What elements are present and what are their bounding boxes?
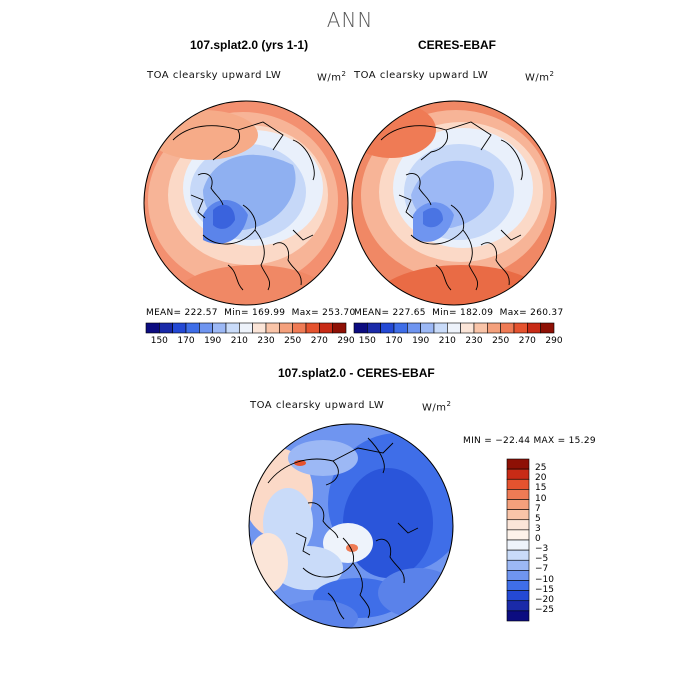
colorbar-difference-tick-label: −10 <box>535 574 554 585</box>
colorbar-difference-tick-label: −15 <box>535 584 554 595</box>
colorbar-obs <box>353 322 555 334</box>
colorbar-difference-swatch <box>506 499 530 510</box>
colorbar-obs-swatch <box>527 322 541 334</box>
colorbar-obs-swatch <box>487 322 501 334</box>
colorbar-model-tick-label: 170 <box>177 336 195 346</box>
colorbar-difference-swatch <box>506 600 530 612</box>
colorbar-model-swatch <box>225 322 240 334</box>
colorbar-model-swatch <box>292 322 307 334</box>
colorbar-model-tick-label: 290 <box>337 336 355 346</box>
colorbar-difference-swatch <box>506 570 530 581</box>
panel-1-units: W/m2 <box>317 70 347 84</box>
colorbar-difference-swatch <box>506 610 530 622</box>
diff-stats: MIN = −22.44 MAX = 15.29 <box>463 436 596 446</box>
colorbar-model <box>145 322 347 334</box>
colorbar-obs-swatch <box>420 322 435 334</box>
colorbar-obs-swatch <box>433 322 448 334</box>
colorbar-difference-tick-label: 7 <box>535 503 541 514</box>
figure-title: ANN <box>326 8 374 32</box>
colorbar-difference-tick-label: −20 <box>535 594 554 605</box>
panel-1-stats: MEAN= 222.57 Min= 169.99 Max= 253.70 <box>146 308 356 318</box>
colorbar-model-swatch <box>332 322 347 334</box>
panel-1-title: 107.splat2.0 (yrs 1-1) <box>190 38 309 52</box>
panel-2-title: CERES-EBAF <box>418 38 497 52</box>
colorbar-obs-swatch <box>500 322 515 334</box>
colorbar-obs-swatch <box>367 322 381 334</box>
colorbar-difference-swatch <box>506 590 530 602</box>
colorbar-model-tick-label: 150 <box>150 336 168 346</box>
polar-map-obs <box>351 100 557 306</box>
polar-map-model <box>143 100 349 306</box>
colorbar-difference-swatch <box>506 519 530 531</box>
colorbar-difference-tick-label: 10 <box>535 493 547 504</box>
colorbar-difference-tick-label: 5 <box>535 513 541 524</box>
colorbar-obs-tick-label: 150 <box>358 336 376 346</box>
colorbar-model-tick-label: 230 <box>257 336 275 346</box>
colorbar-difference-swatch <box>506 580 530 591</box>
colorbar-difference-tick-label: −25 <box>535 604 554 615</box>
colorbar-difference-swatch <box>506 478 530 490</box>
colorbar-model-swatch <box>145 322 160 334</box>
colorbar-difference-swatch <box>506 539 530 551</box>
colorbar-obs-swatch <box>407 322 421 334</box>
colorbar-obs-swatch <box>540 322 555 334</box>
colorbar-model-swatch <box>199 322 213 334</box>
colorbar-obs-swatch <box>353 322 368 334</box>
colorbar-difference-tick-label: 20 <box>535 473 547 484</box>
diff-title: 107.splat2.0 - CERES-EBAF <box>278 366 435 380</box>
colorbar-difference-tick-label: −7 <box>535 564 549 575</box>
colorbar-model-tick-label: 270 <box>310 336 328 346</box>
panel-1-variable: TOA clearsky upward LW <box>147 70 282 81</box>
colorbar-model-swatch <box>252 322 267 334</box>
colorbar-model-swatch <box>319 322 333 334</box>
colorbar-difference-swatch <box>506 458 530 470</box>
colorbar-model-swatch <box>305 322 320 334</box>
colorbar-difference-tick-label: −5 <box>535 554 549 565</box>
colorbar-difference-swatch <box>506 529 530 541</box>
colorbar-obs-tick-label: 210 <box>438 336 456 346</box>
panel-2-stats: MEAN= 227.65 Min= 182.09 Max= 260.37 <box>354 308 564 318</box>
colorbar-obs-tick-label: 230 <box>465 336 483 346</box>
colorbar-difference-swatch <box>506 549 530 561</box>
colorbar-model-swatch <box>159 322 173 334</box>
colorbar-model-tick-label: 190 <box>204 336 222 346</box>
diff-units: W/m2 <box>422 400 452 414</box>
colorbar-model-tick-label: 250 <box>284 336 302 346</box>
colorbar-obs-swatch <box>447 322 461 334</box>
panel-2-units: W/m2 <box>525 70 555 84</box>
colorbar-difference-tick-label: 0 <box>535 534 541 544</box>
colorbar-difference-swatch <box>506 559 530 571</box>
colorbar-obs-swatch <box>460 322 475 334</box>
colorbar-obs-tick-label: 250 <box>492 336 510 346</box>
colorbar-difference-swatch <box>506 509 530 521</box>
colorbar-difference-swatch <box>506 468 530 480</box>
colorbar-model-swatch <box>239 322 253 334</box>
colorbar-model-tick-label: 210 <box>230 336 248 346</box>
colorbar-model-swatch <box>185 322 200 334</box>
colorbar-difference-tick-label: 3 <box>535 523 541 534</box>
colorbar-difference-tick-label: 15 <box>535 483 547 494</box>
panel-2-variable: TOA clearsky upward LW <box>354 70 489 81</box>
colorbar-difference-swatch <box>506 489 530 500</box>
colorbar-obs-tick-label: 170 <box>385 336 403 346</box>
colorbar-model-swatch <box>265 322 280 334</box>
polar-map-difference <box>248 423 454 629</box>
colorbar-obs-swatch <box>473 322 488 334</box>
colorbar-obs-tick-label: 190 <box>412 336 430 346</box>
colorbar-model-swatch <box>279 322 293 334</box>
colorbar-difference-tick-label: 25 <box>535 463 547 474</box>
colorbar-obs-swatch <box>380 322 395 334</box>
colorbar-difference-tick-label: −3 <box>535 544 549 555</box>
colorbar-difference <box>506 458 530 622</box>
colorbar-obs-swatch <box>513 322 528 334</box>
colorbar-model-swatch <box>172 322 187 334</box>
colorbar-obs-tick-label: 290 <box>545 336 563 346</box>
colorbar-obs-swatch <box>393 322 408 334</box>
colorbar-model-swatch <box>212 322 227 334</box>
colorbar-obs-tick-label: 270 <box>518 336 536 346</box>
diff-variable: TOA clearsky upward LW <box>250 400 385 411</box>
colorbar-difference-labels: 25 20 15 10 7 5 3 0 −3 −5 −7 −10 −15 −20 −25 <box>535 458 575 622</box>
